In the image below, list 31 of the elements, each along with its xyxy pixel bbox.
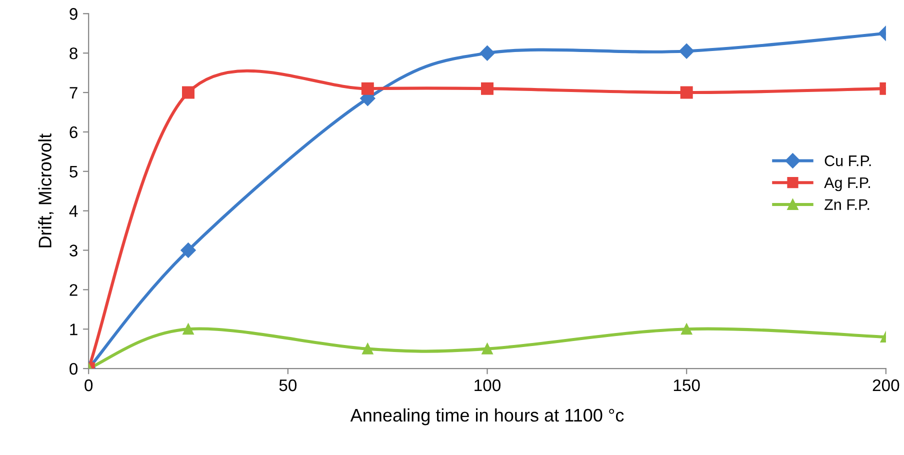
point: [480, 46, 495, 61]
point: [182, 324, 194, 335]
point: [182, 86, 195, 99]
x-tick-label: 200: [872, 379, 900, 392]
point: [481, 82, 494, 95]
x-axis-title: Annealing time in hours at 1100 °c: [350, 408, 624, 426]
y-tick-label: 6: [70, 126, 78, 138]
y-tick-label: 1: [70, 324, 78, 336]
legend-label: Cu F.P.: [824, 155, 871, 166]
point: [482, 343, 493, 354]
y-tick-label: 8: [70, 47, 78, 60]
point: [679, 44, 694, 59]
y-tick-label: 9: [70, 8, 78, 20]
x-tick-label: 100: [474, 379, 501, 392]
y-tick-label: 2: [70, 284, 78, 296]
y-axis-title: Drift, Microvolt: [38, 134, 54, 248]
point: [361, 82, 374, 95]
point: [180, 242, 196, 258]
point: [680, 86, 693, 99]
x-tick-label: 0: [84, 379, 93, 392]
y-tick-label: 4: [69, 205, 78, 217]
y-tick-label: 3: [70, 244, 78, 256]
legend-label: Zn F.P.: [824, 199, 870, 210]
x-tick-label: 150: [674, 379, 700, 392]
x-tick-label: 50: [279, 379, 297, 392]
y-tick-label: 0: [70, 362, 78, 375]
y-tick-label: 7: [70, 87, 78, 99]
point: [681, 324, 692, 335]
y-tick-label: 5: [70, 166, 78, 178]
legend-label: Ag F.P.: [824, 177, 870, 192]
point: [362, 343, 374, 354]
